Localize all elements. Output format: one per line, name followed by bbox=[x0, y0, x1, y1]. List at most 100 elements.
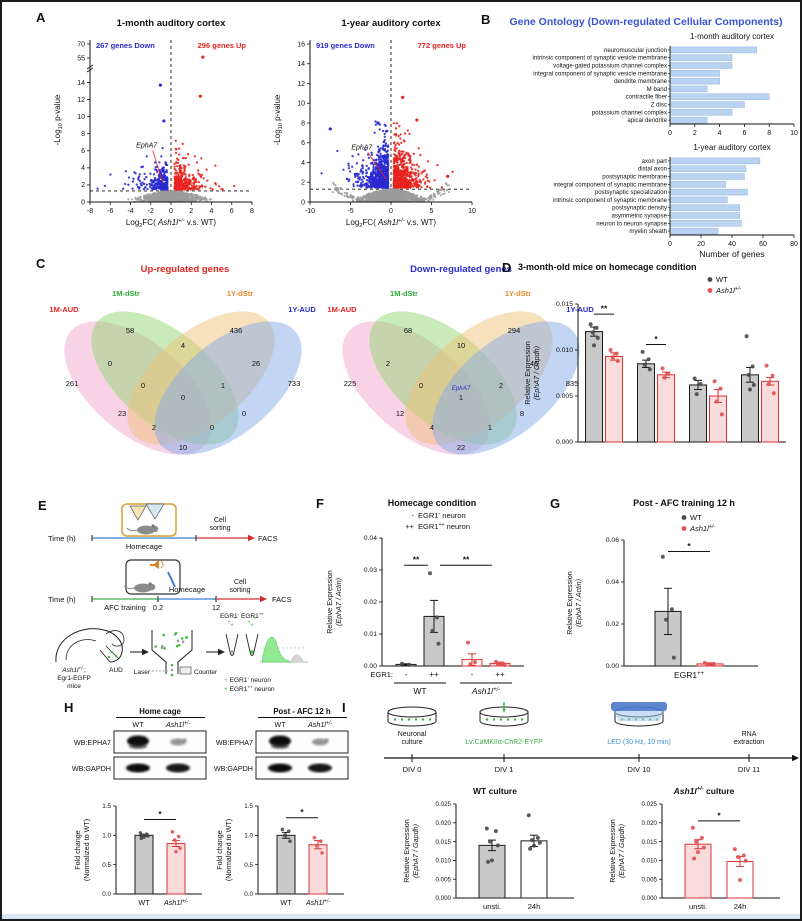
data-dot bbox=[743, 858, 748, 863]
col-label-wt: WT bbox=[132, 720, 144, 729]
go-bar bbox=[669, 173, 745, 180]
legend-label: WT bbox=[690, 513, 702, 522]
label: 1.5 bbox=[102, 803, 111, 810]
panel-label-i: I bbox=[342, 700, 346, 715]
band-epha7-ash2 bbox=[325, 738, 329, 742]
venn-set-label: 1Y-dStr bbox=[227, 289, 253, 298]
label: 0.000 bbox=[556, 439, 573, 446]
label: 0 bbox=[169, 208, 173, 215]
led-glow-icon bbox=[613, 711, 665, 721]
label: sorting bbox=[229, 587, 250, 594]
down-count-label: 919 genes Down bbox=[316, 41, 375, 50]
panel-label-b: B bbox=[481, 12, 491, 27]
go-category-label: axon part bbox=[642, 158, 668, 165]
go-category-label: myelin sheath bbox=[629, 228, 667, 235]
go-category-label: neuromuscular junction bbox=[604, 47, 667, 54]
legend-dot bbox=[681, 526, 687, 531]
brain-outline-icon bbox=[55, 628, 123, 663]
western-blot-home-cage: Home cage WT Ash1l+/- WB:EPHA7 WB:GAPDH bbox=[72, 707, 207, 780]
data-dot bbox=[692, 856, 697, 861]
x-tick-label: WT bbox=[280, 898, 292, 907]
data-dot bbox=[595, 336, 600, 341]
data-dot bbox=[694, 839, 699, 844]
x-axis-prefix: EGR1: bbox=[370, 670, 393, 679]
y-axis-title-2: (EphA7 / Gapdh) bbox=[617, 824, 626, 878]
data-dot bbox=[174, 849, 178, 854]
venn-region-count: 294 bbox=[508, 326, 521, 335]
y-axis-title-1: Fold change bbox=[73, 830, 82, 870]
neuron-dot bbox=[499, 718, 503, 721]
panel-label-g: G bbox=[550, 496, 561, 511]
label: 0.020 bbox=[642, 820, 658, 827]
venn-region-count: 261 bbox=[66, 379, 79, 388]
x-tick-label: - bbox=[405, 670, 408, 679]
label: 1.5 bbox=[244, 803, 253, 810]
significance-label: ** bbox=[601, 304, 608, 314]
label: culture bbox=[401, 739, 422, 746]
data-dot bbox=[288, 839, 292, 843]
go-bar bbox=[669, 188, 748, 196]
band-epha7-ash bbox=[312, 738, 328, 746]
bar bbox=[605, 355, 623, 443]
label: 2 bbox=[81, 182, 85, 189]
scatter-points bbox=[96, 55, 236, 203]
data-dot bbox=[718, 386, 723, 391]
data-dot bbox=[608, 348, 613, 352]
venn-region-count: 1 bbox=[459, 393, 463, 402]
label: 6 bbox=[230, 208, 234, 215]
volcano-plot-1-year: 1-year auditory cortex EphA7 -10 -5 0 5 10 0 2 4 6… bbox=[273, 18, 476, 229]
mouse-tail bbox=[126, 527, 138, 532]
label: 0.04 bbox=[606, 579, 619, 586]
y-axis-title-1: Relative Expression bbox=[608, 819, 617, 883]
data-dot bbox=[468, 662, 473, 667]
ash-culture-title: Ash1l+/- culture bbox=[673, 786, 735, 796]
data-dot bbox=[738, 877, 742, 882]
x-tick-label: ++ bbox=[495, 670, 505, 679]
tube-icon bbox=[245, 633, 259, 656]
go-bar bbox=[669, 157, 761, 165]
data-dot bbox=[719, 412, 724, 417]
venn-region-count: 4 bbox=[181, 341, 185, 350]
legend-symbol: ++ bbox=[405, 522, 414, 531]
y-axis-title-1: Relative Expression bbox=[565, 571, 574, 635]
venn-region-count: 225 bbox=[344, 379, 357, 388]
go-category-label: postsynaptic density bbox=[612, 205, 668, 212]
col-label-ash: Ash1l+/- bbox=[165, 720, 190, 729]
label: 55 bbox=[77, 55, 85, 62]
data-dot bbox=[741, 853, 746, 858]
data-dot bbox=[588, 322, 593, 327]
venn-set-label: 1Y-AUD bbox=[288, 305, 316, 314]
label: 0.025 bbox=[436, 801, 452, 808]
col-label-wt: WT bbox=[274, 720, 286, 729]
group-label: EGR1++ bbox=[674, 670, 705, 680]
label: 80 bbox=[790, 241, 798, 248]
sorted-cell-dot bbox=[170, 668, 174, 672]
bar bbox=[741, 374, 759, 443]
cell-dot bbox=[177, 643, 181, 647]
volcano-plot-1-month: 1-month auditory cortex EphA7 -8 -6 -4 -2 0 2 4 6… bbox=[53, 18, 254, 229]
label: 12 bbox=[297, 81, 305, 88]
data-dot bbox=[642, 362, 647, 367]
bar bbox=[276, 834, 296, 895]
label: 0.0 bbox=[244, 891, 253, 898]
tube-icon bbox=[225, 633, 239, 656]
label: 1.0 bbox=[102, 833, 111, 840]
counter-label: Counter bbox=[194, 669, 218, 676]
data-dot bbox=[751, 382, 756, 387]
data-dot bbox=[701, 845, 706, 850]
venn-ellipse-1Y-AUD bbox=[432, 321, 580, 455]
go-category-label: integral component of synaptic membrane bbox=[554, 181, 668, 188]
y-axis-title-1: Relative Expression bbox=[523, 341, 532, 405]
label: 0.00 bbox=[606, 663, 619, 670]
venn-region-count: 0 bbox=[419, 381, 423, 390]
bar-chart-wt-culture: 0.000 0.005 0.010 0.015 0.020 0.025 Relative E… bbox=[402, 801, 574, 911]
significance-label: * bbox=[687, 541, 691, 551]
band-epha7-wt2 bbox=[129, 743, 147, 749]
label: 1.0 bbox=[244, 833, 253, 840]
venn-region-count: 23 bbox=[118, 409, 126, 418]
venn-region-count: 10 bbox=[457, 341, 465, 350]
label: 8 bbox=[767, 130, 771, 137]
panel-label-e: E bbox=[38, 498, 47, 513]
data-dot bbox=[766, 382, 771, 387]
x-tick-label: Ash1l+/- bbox=[305, 898, 330, 907]
